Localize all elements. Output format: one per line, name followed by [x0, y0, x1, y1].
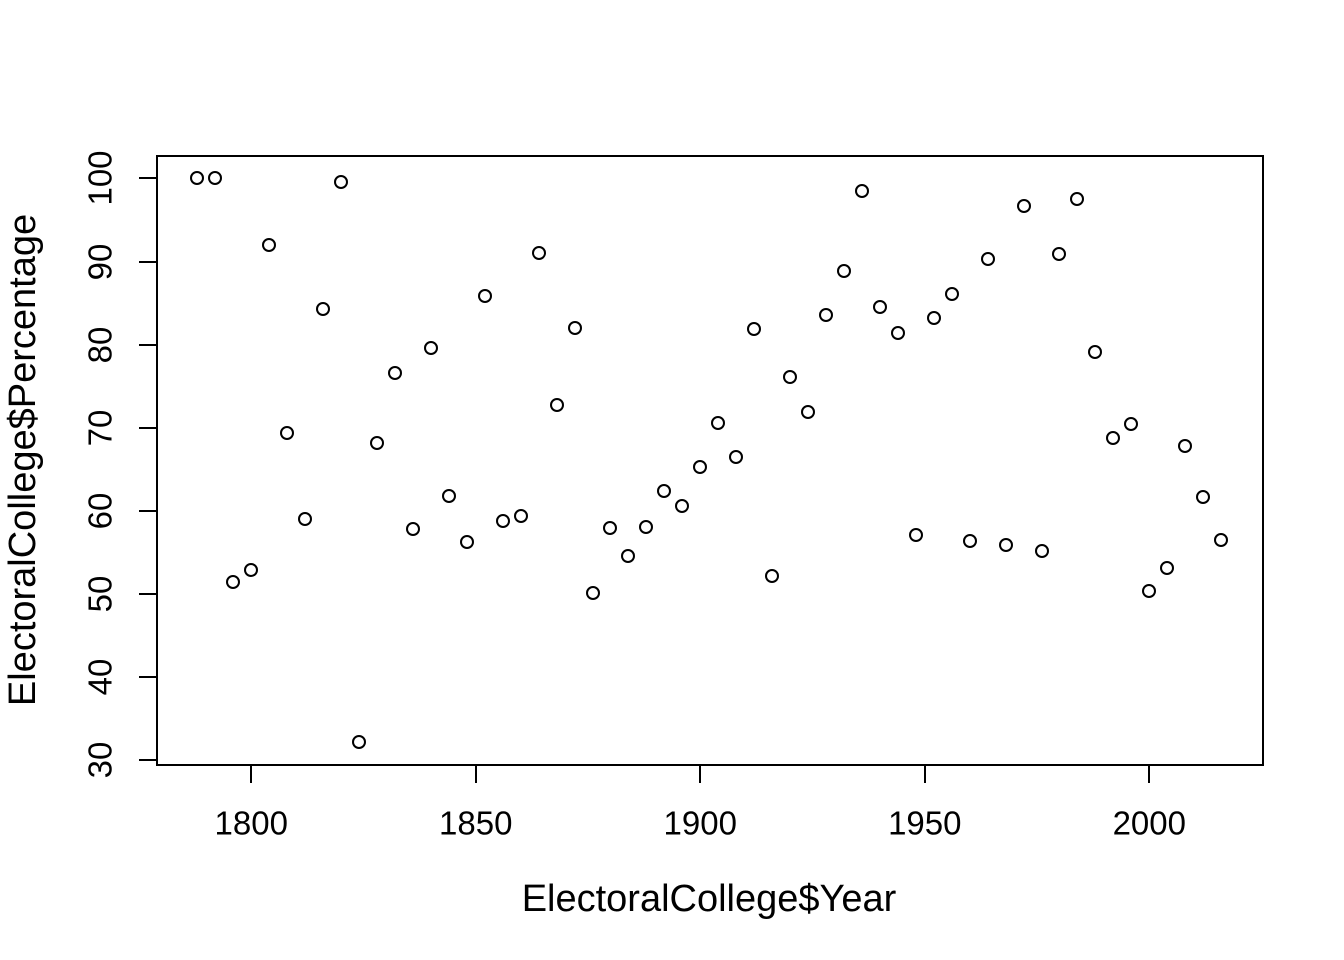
data-point: [1196, 489, 1211, 504]
y-tick-label: 90: [81, 243, 119, 280]
data-point: [621, 548, 636, 563]
y-axis-tick: [138, 509, 157, 512]
data-point: [1106, 431, 1121, 446]
data-point: [926, 310, 941, 325]
y-axis-tick: [138, 676, 157, 679]
data-point: [298, 512, 313, 527]
data-point: [711, 415, 726, 430]
y-tick-label: 70: [81, 409, 119, 447]
data-point: [531, 246, 546, 261]
data-point: [1070, 191, 1085, 206]
data-point: [226, 575, 241, 590]
data-point: [1124, 417, 1139, 432]
y-tick-label: 40: [81, 658, 119, 696]
data-point: [316, 301, 331, 316]
x-tick-label: 1850: [439, 804, 513, 842]
data-point: [836, 263, 851, 278]
data-point: [423, 341, 438, 356]
data-point: [854, 183, 869, 198]
data-point: [1214, 533, 1229, 548]
data-point: [369, 435, 384, 450]
data-point: [890, 326, 905, 341]
plot-area: [155, 155, 1264, 766]
x-tick-label: 1800: [214, 804, 288, 842]
data-point: [1178, 438, 1193, 453]
data-point: [495, 514, 510, 529]
data-point: [998, 537, 1013, 552]
data-point: [405, 522, 420, 537]
y-axis-tick: [138, 343, 157, 346]
x-axis-tick: [1148, 764, 1151, 783]
y-axis-tick: [138, 177, 157, 180]
data-point: [1052, 247, 1067, 262]
x-tick-label: 2000: [1112, 804, 1186, 842]
data-point: [1016, 199, 1031, 214]
data-point: [1160, 560, 1175, 575]
y-tick-label: 50: [81, 575, 119, 613]
data-point: [944, 287, 959, 302]
data-point: [639, 519, 654, 534]
data-point: [693, 459, 708, 474]
y-axis-tick: [138, 426, 157, 429]
data-point: [657, 484, 672, 499]
y-tick-label: 80: [81, 326, 119, 364]
data-point: [908, 528, 923, 543]
data-point: [962, 533, 977, 548]
data-point: [818, 307, 833, 322]
data-point: [387, 366, 402, 381]
data-point: [441, 488, 456, 503]
data-point: [872, 299, 887, 314]
data-point: [262, 237, 277, 252]
data-point: [190, 171, 205, 186]
data-point: [675, 498, 690, 513]
data-point: [980, 251, 995, 266]
x-axis-tick: [923, 764, 926, 783]
y-axis-tick: [138, 260, 157, 263]
data-point: [1142, 584, 1157, 598]
data-point: [747, 321, 762, 336]
x-axis-title: ElectoralCollege$Year: [521, 878, 897, 920]
data-point: [1034, 543, 1049, 558]
y-tick-label: 30: [81, 741, 119, 779]
y-axis-tick: [138, 759, 157, 762]
data-point: [801, 404, 816, 419]
data-point: [244, 562, 259, 577]
data-point: [603, 520, 618, 535]
y-axis-title: ElectoralCollege$Percentage: [2, 213, 44, 707]
y-tick-label: 60: [81, 492, 119, 530]
data-point: [567, 321, 582, 336]
data-point: [280, 426, 295, 441]
x-tick-label: 1900: [663, 804, 737, 842]
data-point: [477, 289, 492, 304]
data-point: [1088, 344, 1103, 359]
data-point: [783, 370, 798, 385]
data-point: [459, 535, 474, 550]
x-axis-tick: [474, 764, 477, 783]
data-point: [765, 569, 780, 584]
y-axis-tick: [138, 593, 157, 596]
x-tick-label: 1950: [888, 804, 962, 842]
data-point: [729, 450, 744, 465]
x-axis-tick: [699, 764, 702, 783]
y-tick-label: 100: [81, 150, 119, 206]
data-point: [549, 397, 564, 412]
data-point: [352, 735, 366, 750]
data-point: [585, 585, 600, 600]
data-point: [334, 175, 349, 190]
data-point: [513, 508, 528, 523]
x-axis-tick: [250, 764, 253, 783]
data-point: [208, 171, 223, 186]
